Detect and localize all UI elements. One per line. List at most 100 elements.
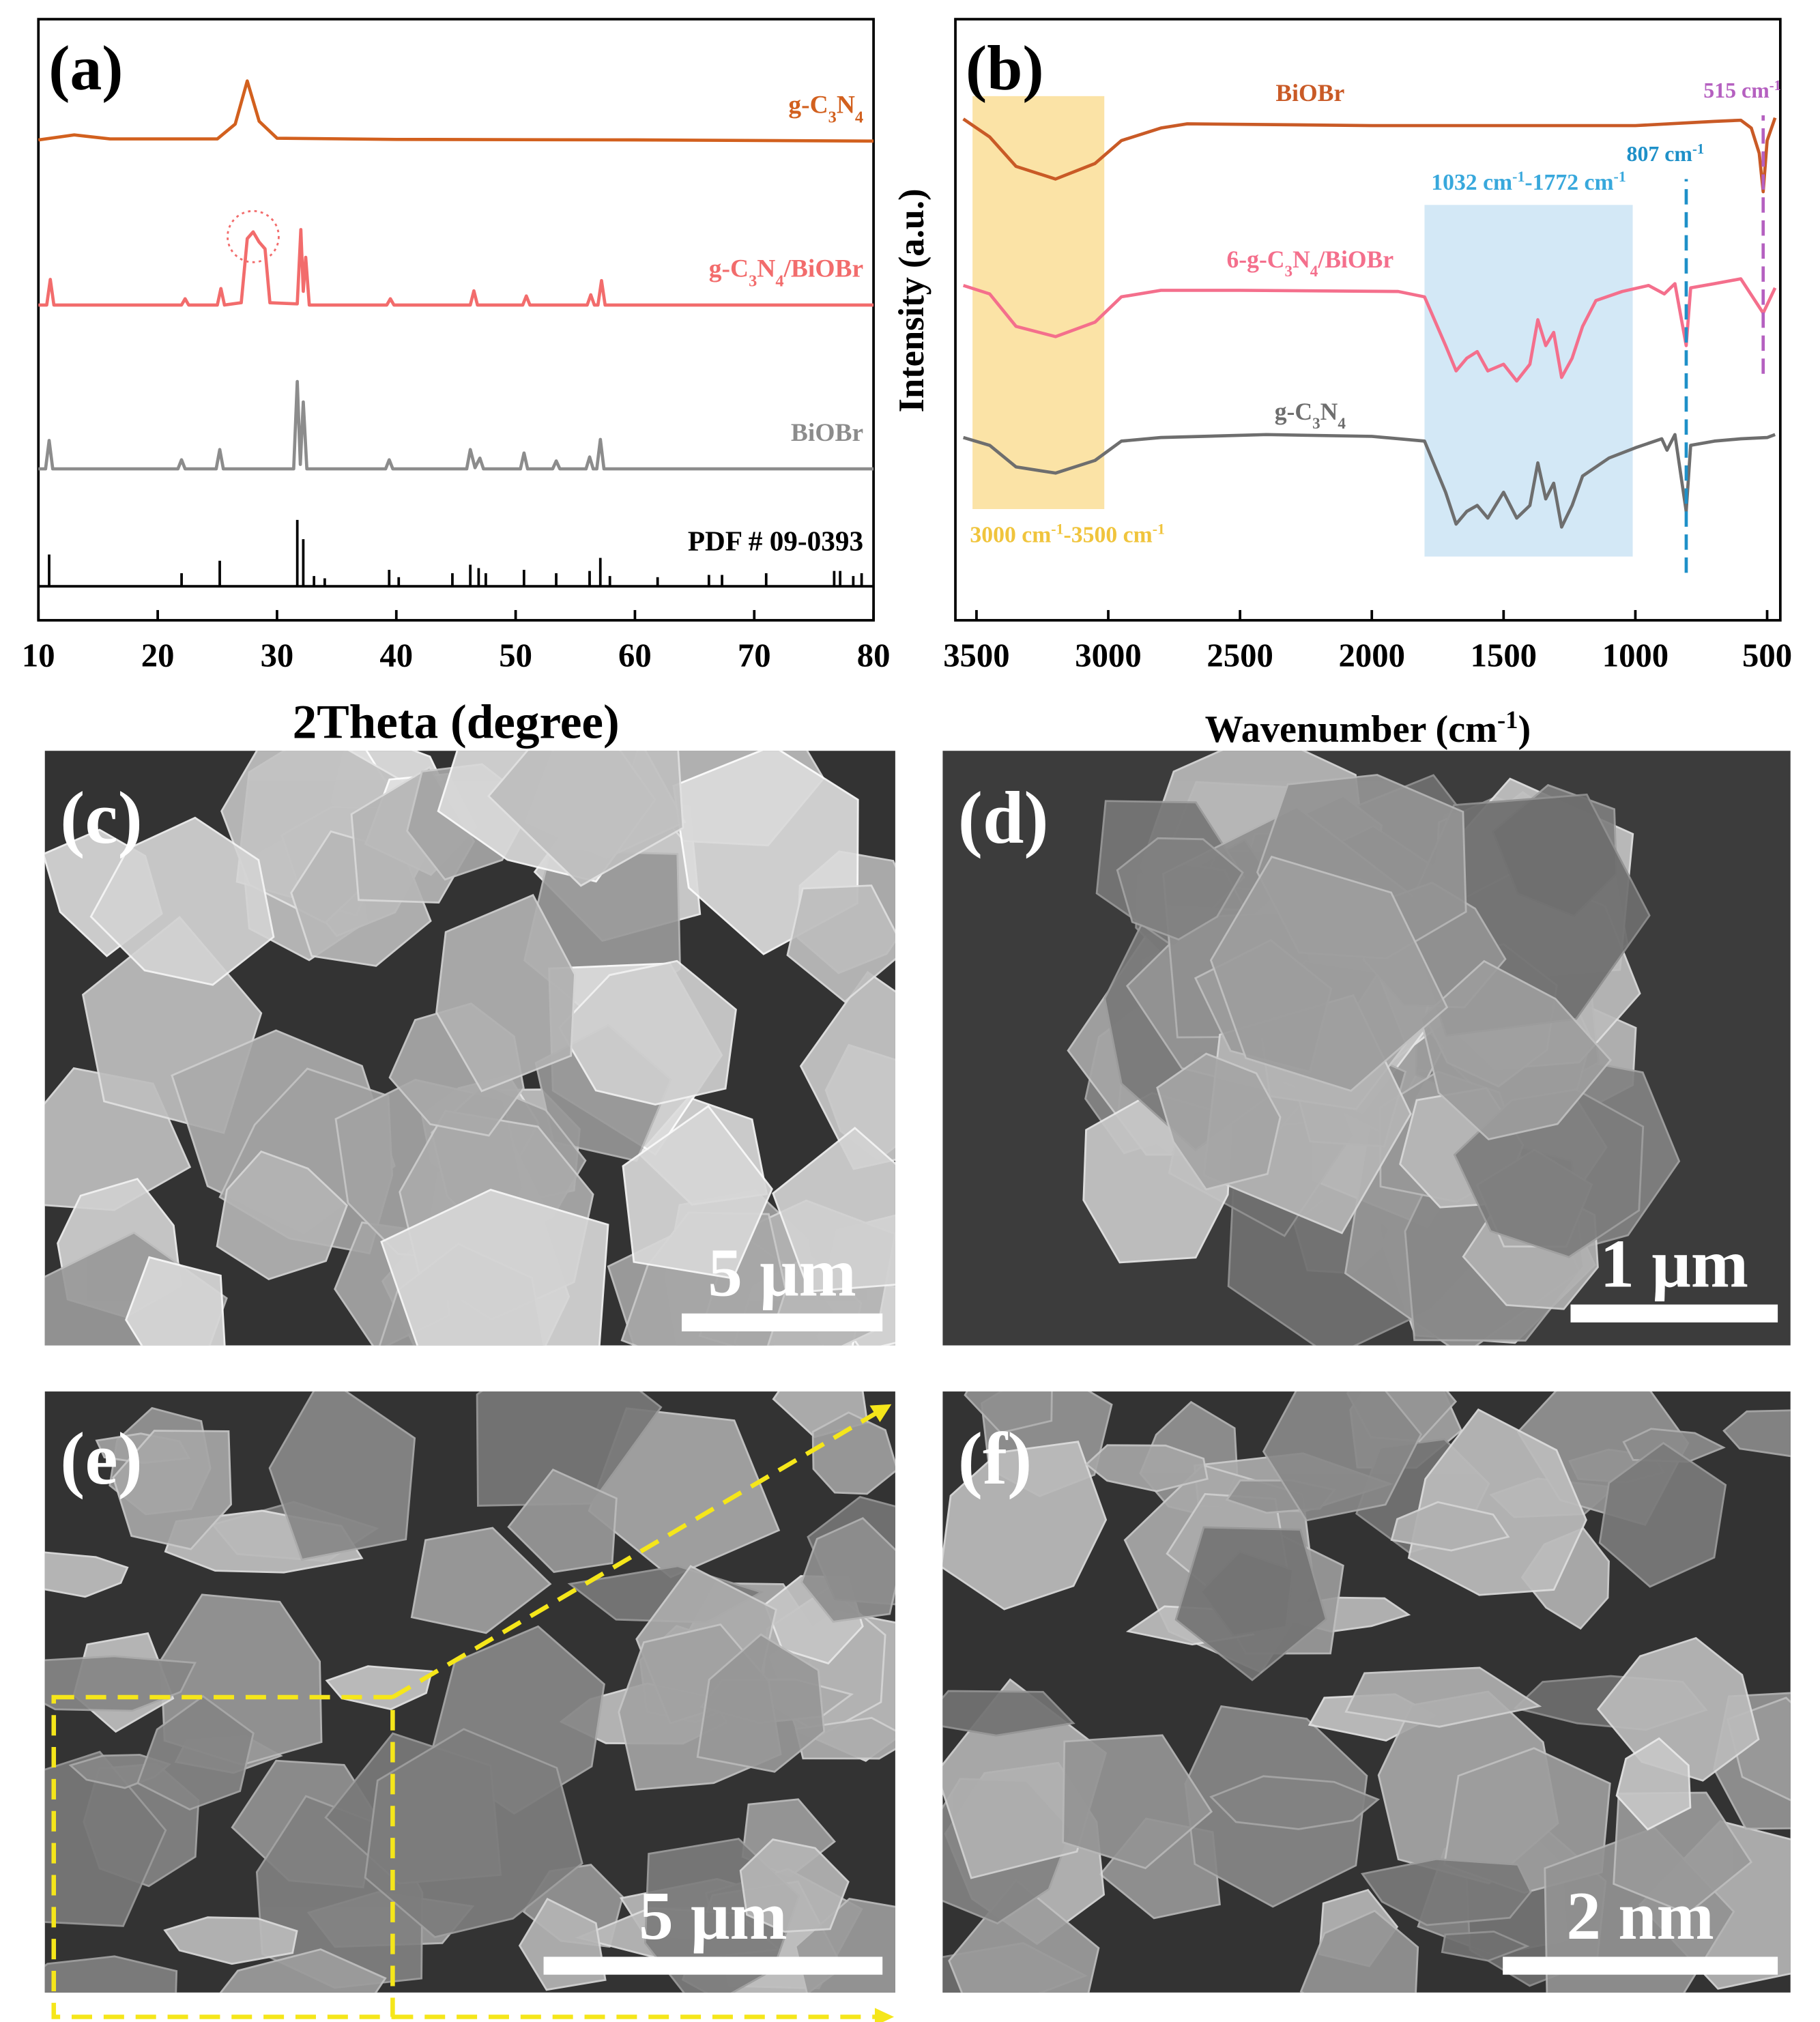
scale-bar-label: 5 μm (708, 1234, 856, 1310)
sem-particle (1598, 1441, 1727, 1588)
sem-particle (800, 1517, 895, 1623)
scale-bar-label: 5 μm (639, 1877, 788, 1954)
scale-bar-label: 1 μm (1600, 1225, 1749, 1301)
sem-particle (942, 1690, 1075, 1737)
sem-particle (163, 1916, 298, 1965)
band-label: 1032 cm-1-1772 cm-1 (1431, 167, 1626, 195)
sem-particle (948, 1879, 1100, 1993)
series-line (38, 228, 874, 307)
arrow-head (874, 2008, 895, 2022)
sem-particle (1174, 1526, 1327, 1681)
sem-particle (1419, 959, 1613, 1141)
arrow-head (869, 1404, 892, 1423)
sem-image (942, 751, 1791, 1346)
marker-label: 807 cm-1 (1627, 142, 1705, 166)
sem-particle (799, 970, 895, 1170)
sem-particle (1262, 1391, 1423, 1522)
x-tick-label: 40 (379, 637, 413, 674)
sem-particle (786, 884, 895, 1003)
sem-image (942, 1391, 1791, 1993)
sem-particle (89, 816, 275, 986)
x-tick-label: 1000 (1602, 637, 1669, 674)
x-axis-label: Wavenumber (cm-1) (1205, 705, 1531, 751)
scale-bar (543, 1956, 883, 1975)
panel-label: (d) (958, 777, 1049, 859)
x-tick-label: 30 (261, 637, 294, 674)
sem-particle (1116, 837, 1244, 941)
x-tick-label: 3500 (943, 637, 1009, 674)
marker-label: 515 cm-1 (1703, 78, 1781, 102)
sem-particle (1722, 1409, 1791, 1458)
series-label: 6-g-C3N4/BiOBr (1227, 246, 1394, 280)
sem-particle (268, 1391, 416, 1561)
x-tick-label: 80 (857, 637, 891, 674)
series-line (962, 433, 1776, 529)
series-label: BiOBr (791, 419, 863, 447)
x-tick-label: 1500 (1471, 637, 1537, 674)
sem-particle (942, 1441, 1108, 1611)
x-tick-label: 2500 (1207, 637, 1273, 674)
sem-particle (1441, 1931, 1530, 1962)
sem-particle (1615, 1737, 1692, 1831)
sem-particle (1360, 1858, 1533, 1926)
band-label: 3000 cm-1-3500 cm-1 (970, 520, 1165, 548)
series-label: g-C3N4 (788, 91, 863, 127)
sem-particle (487, 751, 684, 887)
band (972, 96, 1105, 509)
x-tick-label: 70 (738, 637, 771, 674)
sem-particle (364, 1728, 583, 1939)
x-tick-label: 500 (1742, 637, 1792, 674)
sem-particle (964, 1391, 1053, 1434)
panel-label: (f) (958, 1417, 1032, 1500)
scale-bar (681, 1313, 883, 1331)
x-tick-label: 10 (22, 637, 55, 674)
panel-label: (b) (966, 33, 1044, 104)
plot-frame (37, 18, 875, 622)
panel-label: (c) (60, 777, 143, 859)
sem-particle (772, 1127, 895, 1292)
highlight-circle (227, 210, 280, 263)
series-label: BiOBr (1275, 79, 1344, 106)
y-axis-label: Intensity (a.u.) (892, 188, 931, 412)
band (1424, 205, 1633, 557)
series-line (38, 79, 874, 143)
sem-particle (219, 1948, 387, 1993)
series-label: g-C3N4/BiOBr (709, 255, 863, 291)
panel-label: (a) (48, 33, 123, 104)
sem-particle (1209, 855, 1449, 1093)
plot-frame (954, 18, 1782, 622)
series-line (38, 379, 874, 471)
sem-particle (1596, 1636, 1760, 1782)
sem-particle (435, 893, 576, 1093)
sem-particle (1062, 1734, 1213, 1870)
panel-label: (e) (60, 1417, 143, 1500)
sem-particle (1390, 1501, 1510, 1552)
sem-particle (696, 1633, 826, 1773)
sem-particle (622, 1105, 773, 1280)
sem-particle (1156, 1052, 1282, 1191)
sem-particle (558, 959, 737, 1106)
x-tick-label: 2000 (1339, 637, 1405, 674)
sem-particle (112, 1430, 232, 1550)
sem-particle (1084, 1444, 1209, 1492)
x-tick-label: 3000 (1075, 637, 1141, 674)
sem-image (44, 751, 895, 1346)
x-tick-label: 20 (141, 637, 175, 674)
series-label: PDF # 09-0393 (688, 525, 863, 557)
sem-particle (1209, 1775, 1381, 1830)
x-axis-label: 2Theta (degree) (293, 695, 620, 749)
scale-bar (1503, 1956, 1778, 1975)
sem-particle (1344, 1666, 1542, 1728)
scale-bar (1570, 1304, 1778, 1323)
sem-particle (125, 1256, 226, 1346)
series-line (962, 277, 1777, 383)
sem-particle (44, 1551, 129, 1598)
sem-particle (507, 1469, 618, 1573)
x-tick-label: 50 (499, 637, 532, 674)
x-tick-label: 60 (618, 637, 652, 674)
sem-particle (44, 1750, 167, 1927)
sem-particle (1299, 1909, 1419, 1993)
scale-bar-label: 2 nm (1566, 1877, 1714, 1954)
sem-particle (44, 1955, 178, 1993)
